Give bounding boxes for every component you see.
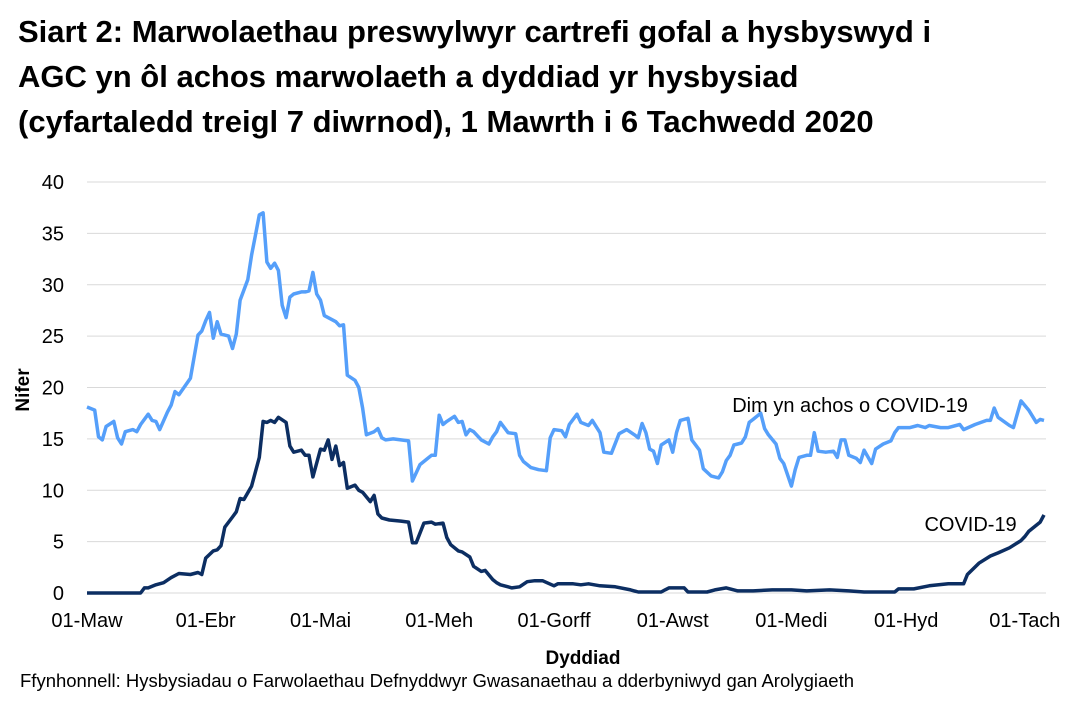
y-tick-label: 0	[53, 583, 64, 605]
x-tick-label: 01-Hyd	[874, 610, 938, 632]
x-axis-ticks: 01-Maw 01-Ebr 01-Mai 01-Meh 01-Gorff 01-Awst 0…	[51, 610, 1060, 632]
series-label-non-covid: Dim yn achos o COVID-19	[732, 395, 968, 417]
x-tick-label: 01-Maw	[51, 610, 123, 632]
y-tick-label: 40	[42, 172, 64, 194]
y-axis-ticks: 0 5 10 15 20 25 30 35 40	[42, 172, 64, 605]
y-tick-label: 20	[42, 378, 64, 400]
series-line-non-covid	[86, 211, 1045, 488]
y-axis-label: Nifer	[13, 368, 34, 412]
title-line-2: AGC yn ôl achos marwolaeth a dyddiad yr …	[18, 59, 798, 94]
series-line-covid	[87, 415, 1046, 595]
x-tick-label: 01-Meh	[405, 610, 473, 632]
y-tick-label: 35	[42, 223, 64, 245]
y-tick-label: 30	[42, 275, 64, 297]
y-tick-label: 15	[42, 429, 64, 451]
x-tick-label: 01-Medi	[755, 610, 827, 632]
title-line-1: Siart 2: Marwolaethau preswylwyr cartref…	[18, 14, 931, 49]
title-line-3: (cyfartaledd treigl 7 diwrnod), 1 Mawrth…	[18, 104, 874, 139]
x-tick-label: 01-Ebr	[176, 610, 236, 632]
x-tick-label: 01-Tach	[989, 610, 1060, 632]
x-tick-label: 01-Gorff	[518, 610, 591, 632]
chart-title: Siart 2: Marwolaethau preswylwyr cartref…	[18, 14, 931, 139]
y-tick-label: 5	[53, 532, 64, 554]
source-note: Ffynhonnell: Hysbysiadau o Farwolaethau …	[20, 670, 854, 691]
gridlines	[87, 181, 1046, 594]
x-axis-label: Dyddiad	[546, 648, 621, 669]
series-lines	[86, 211, 1046, 595]
x-tick-label: 01-Mai	[290, 610, 351, 632]
x-tick-label: 01-Awst	[637, 610, 709, 632]
y-tick-label: 10	[42, 480, 64, 502]
y-tick-label: 25	[42, 326, 64, 348]
series-label-covid: COVID-19	[924, 514, 1016, 536]
